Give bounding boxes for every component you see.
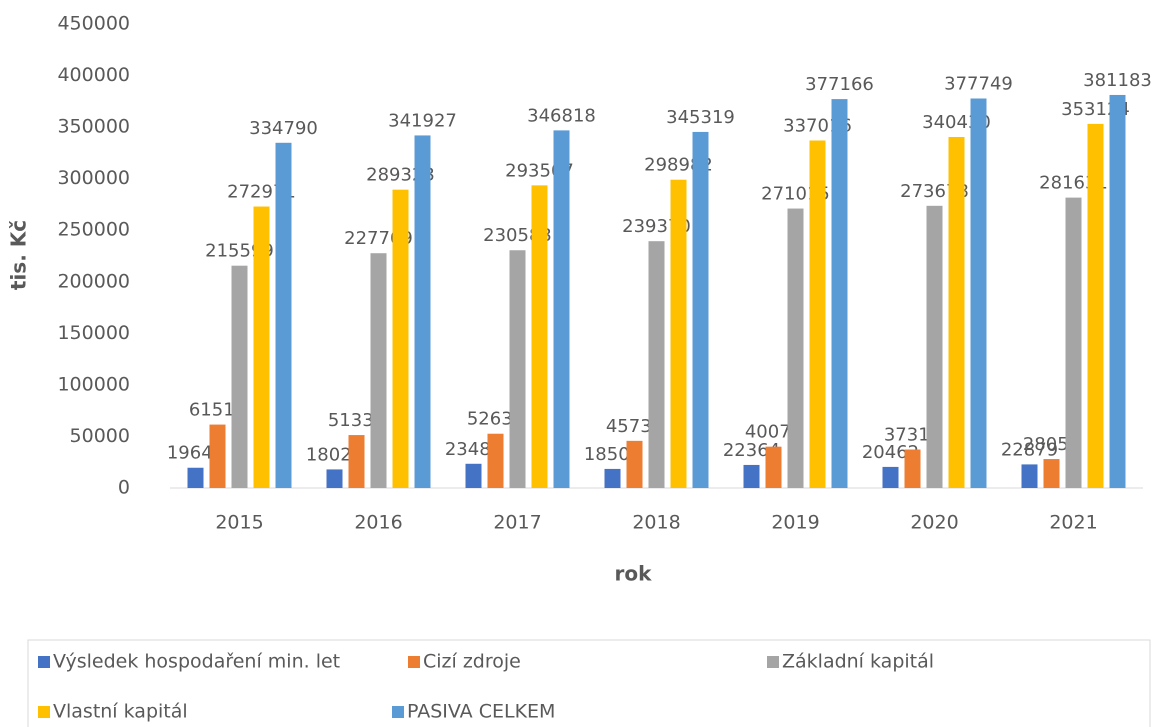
x-tick-label: 2021 xyxy=(1049,512,1097,534)
bar xyxy=(626,440,643,488)
legend-swatch xyxy=(392,706,404,718)
bar xyxy=(926,205,943,489)
data-label: 334790 xyxy=(249,118,318,139)
bar xyxy=(970,98,987,488)
bar xyxy=(787,208,804,489)
legend-label: Vlastní kapitál xyxy=(53,701,188,723)
bar xyxy=(948,136,965,488)
y-tick-label: 0 xyxy=(118,477,130,499)
data-label: 377749 xyxy=(944,73,1013,94)
y-tick-label: 100000 xyxy=(57,373,130,395)
bar xyxy=(648,241,665,488)
data-label: 346818 xyxy=(527,105,596,126)
bar xyxy=(1109,94,1126,488)
data-label: 381183 xyxy=(1083,70,1152,91)
bar xyxy=(392,189,409,488)
y-tick-label: 400000 xyxy=(57,64,130,86)
legend-swatch xyxy=(38,656,50,668)
bar xyxy=(231,265,248,488)
y-tick-label: 150000 xyxy=(57,322,130,344)
data-label: 345319 xyxy=(666,107,735,128)
y-tick-label: 50000 xyxy=(70,425,130,447)
y-tick-label: 300000 xyxy=(57,167,130,189)
legend-label: Cizí zdroje xyxy=(423,651,521,673)
y-tick-label: 450000 xyxy=(57,13,130,35)
x-axis-label: rok xyxy=(615,562,653,586)
legend-label: Základní kapitál xyxy=(782,651,934,673)
bar xyxy=(509,250,526,488)
legend-box xyxy=(27,639,1151,727)
bar xyxy=(692,131,709,488)
bar xyxy=(253,206,270,489)
bar xyxy=(604,468,621,488)
bar xyxy=(1021,464,1038,488)
data-label: 341927 xyxy=(388,110,457,131)
x-tick-label: 2018 xyxy=(632,512,680,534)
bar xyxy=(809,140,826,488)
bar xyxy=(1087,123,1104,488)
bar xyxy=(326,469,343,488)
bar xyxy=(1065,197,1082,488)
bar xyxy=(1043,459,1060,488)
data-label: 377166 xyxy=(805,74,874,95)
bar xyxy=(370,253,387,488)
bar xyxy=(882,466,899,488)
y-tick-label: 250000 xyxy=(57,219,130,241)
y-axis-label: tis. Kč xyxy=(7,220,31,290)
x-tick-label: 2015 xyxy=(215,512,263,534)
x-tick-label: 2017 xyxy=(493,512,541,534)
bar xyxy=(831,99,848,488)
bar xyxy=(275,142,292,488)
x-tick-label: 2016 xyxy=(354,512,402,534)
legend-label: Výsledek hospodaření min. let xyxy=(53,651,340,673)
legend-swatch xyxy=(408,656,420,668)
bar xyxy=(765,446,782,488)
bar xyxy=(187,467,204,488)
bar xyxy=(904,449,921,488)
y-tick-label: 350000 xyxy=(57,116,130,138)
x-tick-label: 2019 xyxy=(771,512,819,534)
legend-swatch xyxy=(767,656,779,668)
bar xyxy=(553,130,570,489)
bar xyxy=(414,135,431,488)
bar xyxy=(670,179,687,488)
bar xyxy=(465,463,482,488)
bar xyxy=(487,433,504,488)
data-label: 22879 xyxy=(1001,439,1058,460)
bar xyxy=(531,185,548,488)
bar xyxy=(743,464,760,488)
x-tick-label: 2020 xyxy=(910,512,958,534)
bar xyxy=(209,424,226,488)
legend-label: PASIVA CELKEM xyxy=(407,701,555,723)
y-tick-label: 200000 xyxy=(57,270,130,292)
legend-swatch xyxy=(38,706,50,718)
bar xyxy=(348,435,365,488)
